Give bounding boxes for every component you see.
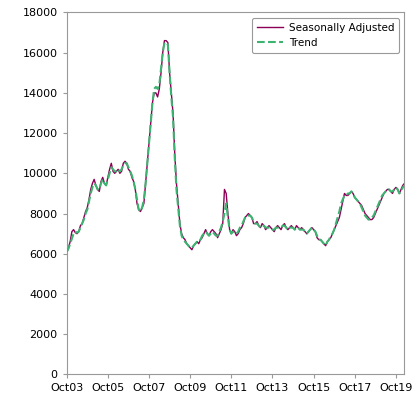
Line: Seasonally Adjusted: Seasonally Adjusted bbox=[67, 41, 404, 253]
Trend bbox=[361, 209, 366, 214]
Seasonally Adjusted bbox=[64, 250, 69, 255]
Trend bbox=[109, 165, 114, 170]
Trend bbox=[402, 183, 407, 188]
Seasonally Adjusted bbox=[318, 237, 323, 242]
Seasonally Adjusted bbox=[361, 207, 366, 212]
Seasonally Adjusted bbox=[162, 38, 167, 43]
Seasonally Adjusted bbox=[279, 227, 284, 232]
Seasonally Adjusted bbox=[380, 195, 385, 200]
Seasonally Adjusted bbox=[88, 187, 93, 192]
Trend bbox=[380, 193, 385, 198]
Trend bbox=[279, 225, 284, 230]
Trend bbox=[88, 191, 93, 196]
Trend bbox=[162, 40, 167, 45]
Trend bbox=[64, 249, 69, 254]
Seasonally Adjusted bbox=[109, 161, 114, 166]
Trend bbox=[318, 237, 323, 242]
Seasonally Adjusted bbox=[402, 181, 407, 186]
Line: Trend: Trend bbox=[67, 42, 404, 252]
Legend: Seasonally Adjusted, Trend: Seasonally Adjusted, Trend bbox=[252, 18, 399, 53]
